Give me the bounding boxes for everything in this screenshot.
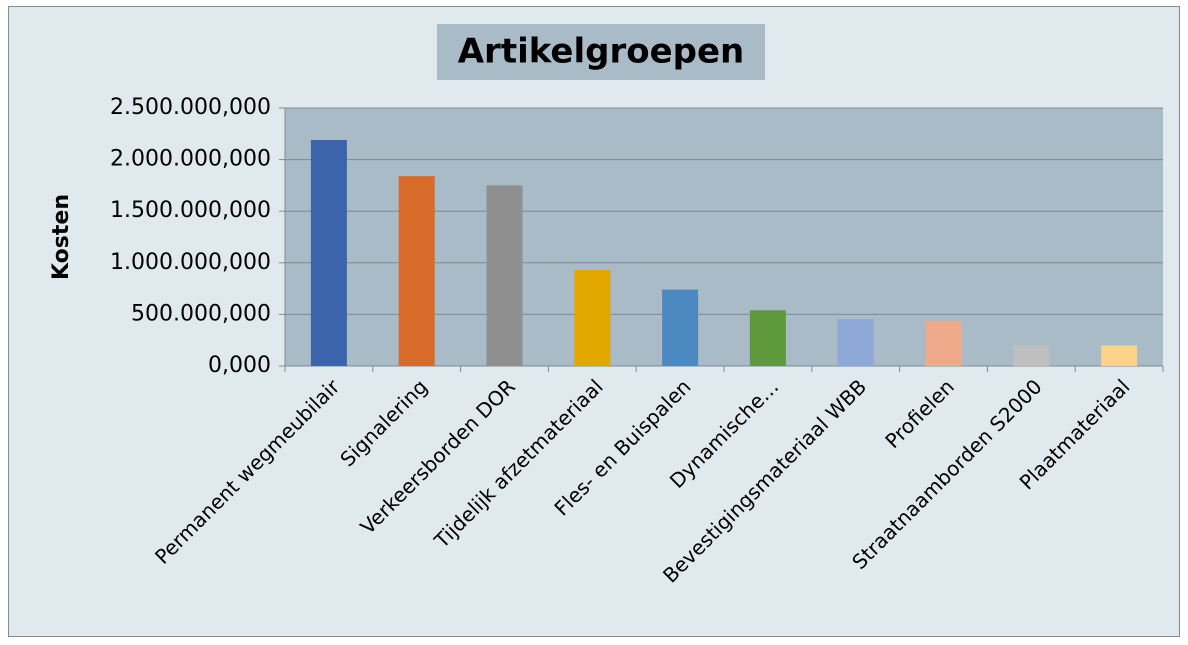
bar [662,289,699,366]
y-tick-label: 1.000.000,000 [110,250,271,275]
bar [749,310,786,366]
y-tick-label: 2.500.000,000 [110,95,271,120]
bar [837,319,874,366]
title-box [437,24,765,80]
y-tick-label: 1.500.000,000 [110,198,271,223]
bar [574,270,611,366]
y-tick-label: 2.000.000,000 [110,147,271,172]
bar [1013,345,1050,366]
y-axis-label: Kosten [49,194,74,280]
bar [486,185,523,366]
bar [398,176,435,366]
y-tick-label: 500.000,000 [131,301,271,326]
bar [925,320,962,366]
y-tick-label: 0,000 [208,353,271,378]
bar [1101,345,1138,366]
bar [310,139,347,366]
chart-title: Artikelgroepen [458,32,745,72]
